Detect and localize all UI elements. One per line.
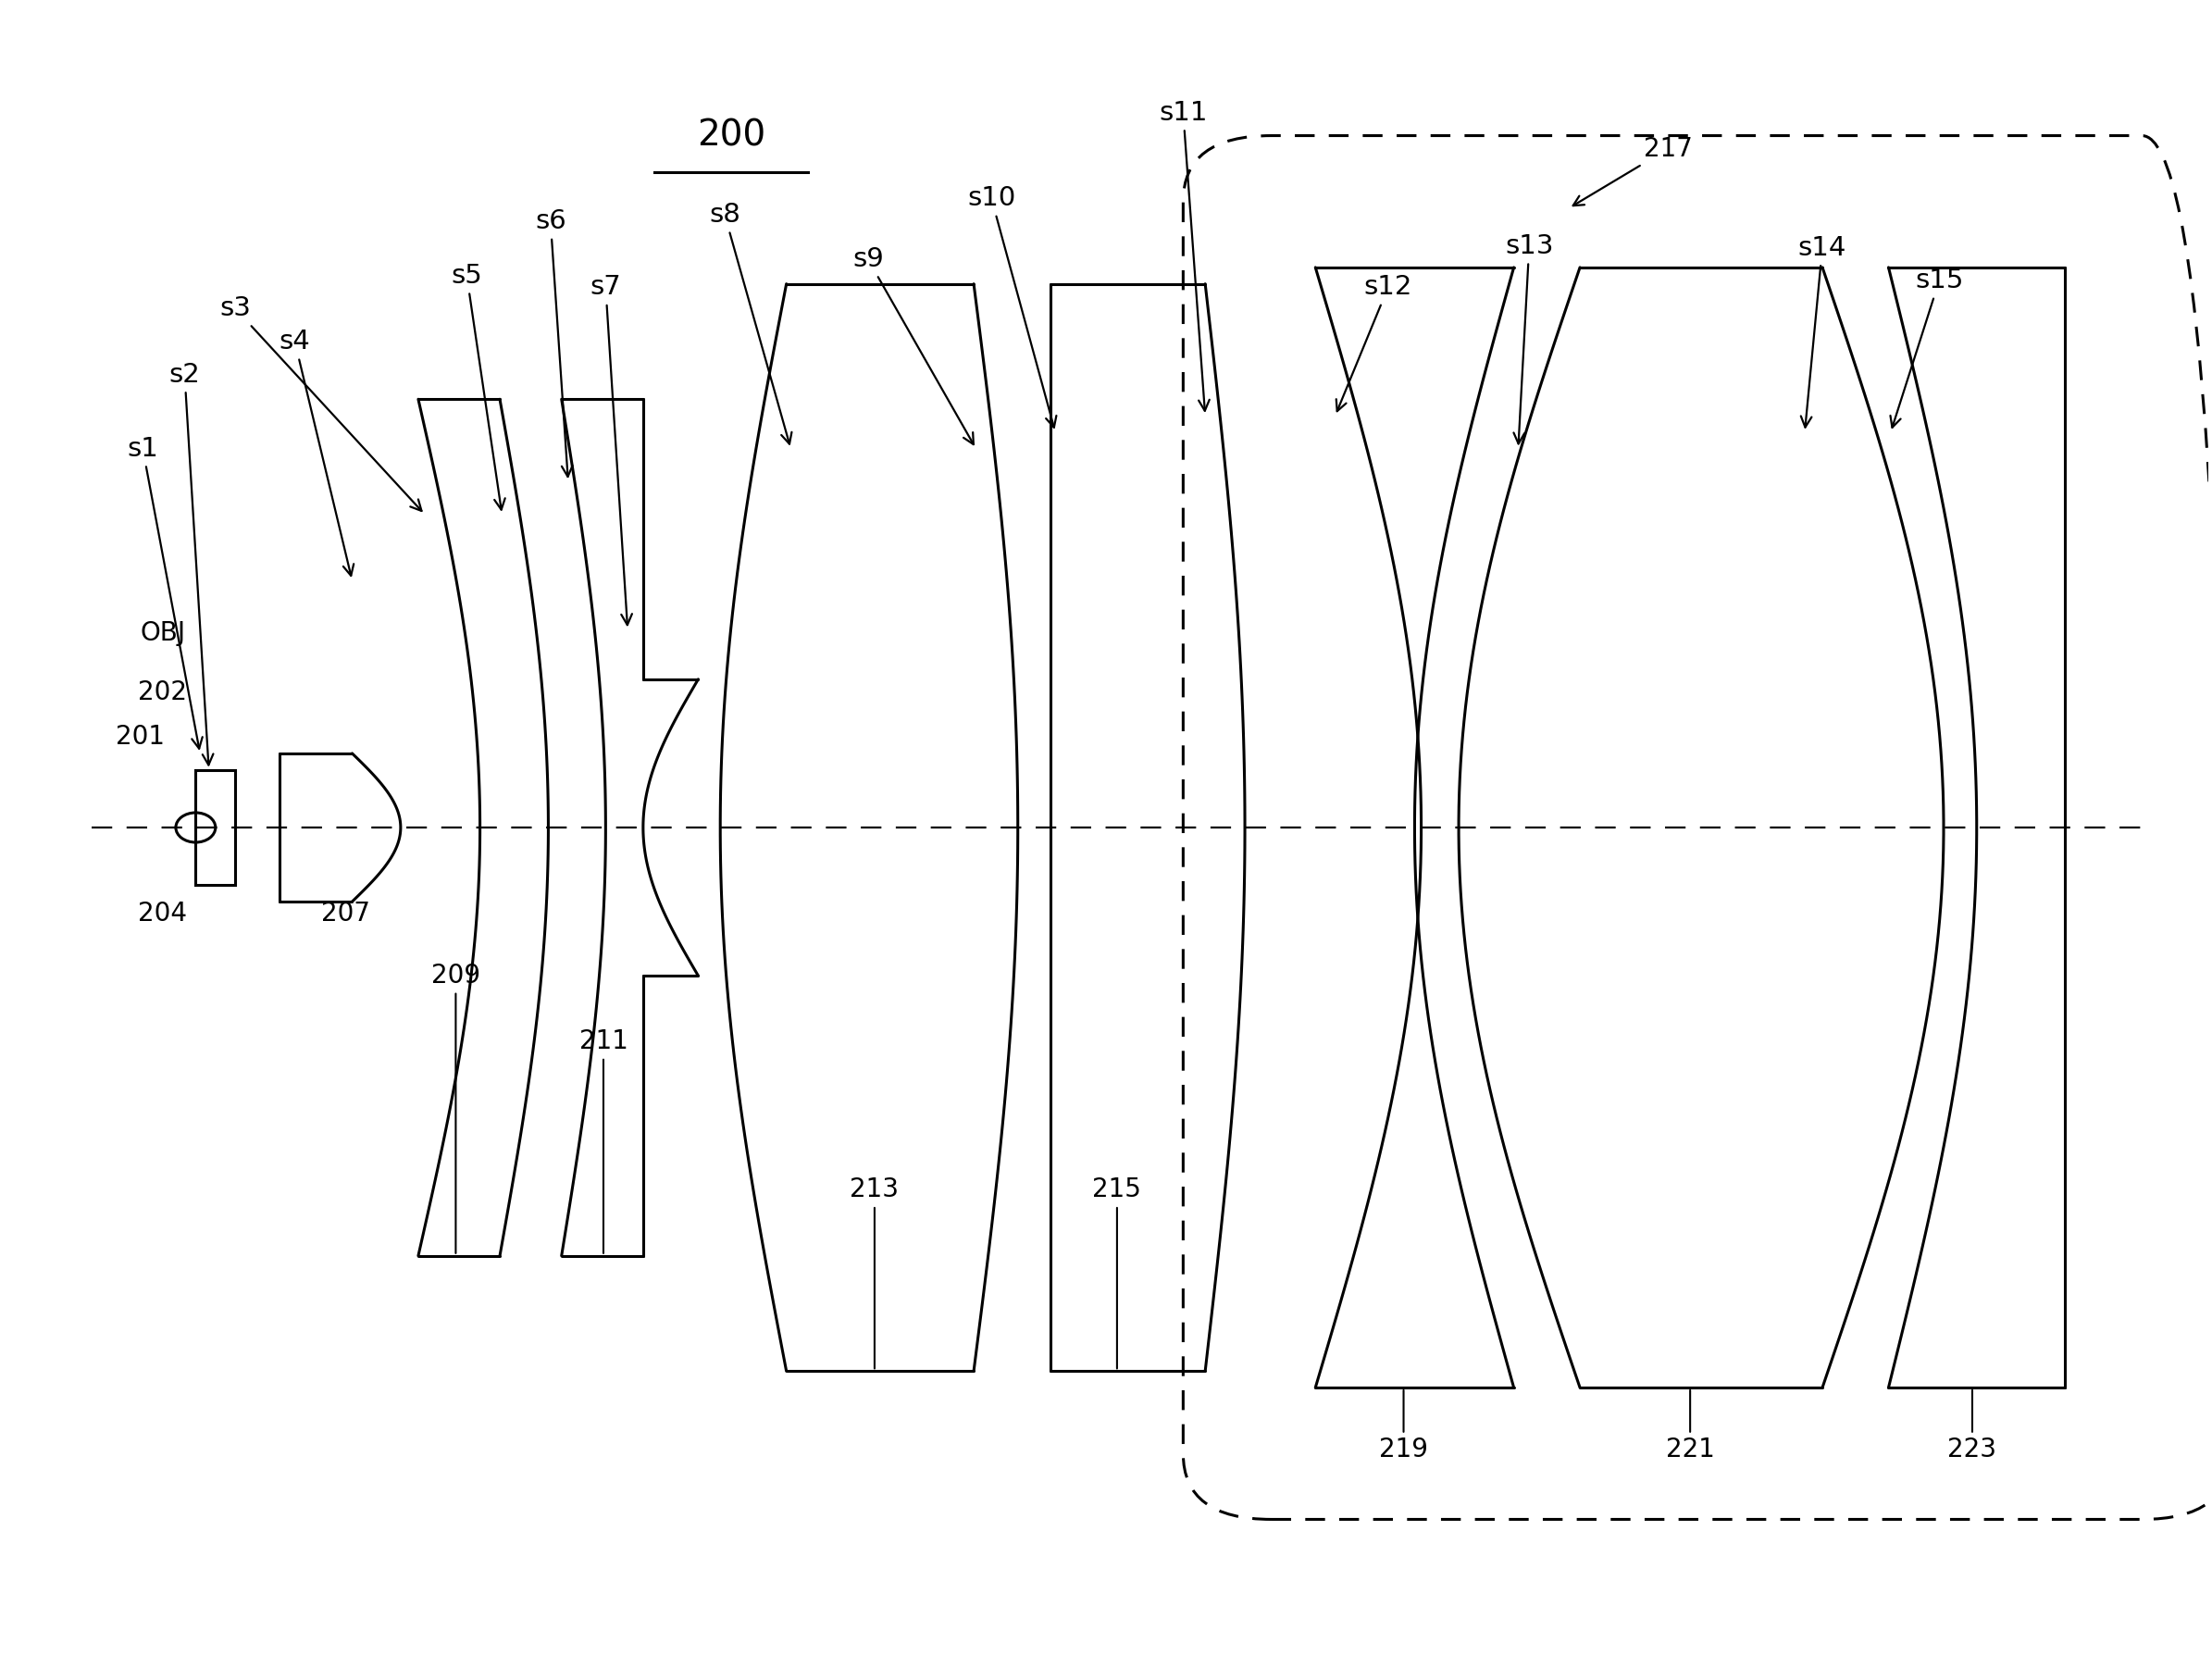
Bar bbox=[195, 770, 234, 885]
Text: s6: s6 bbox=[535, 209, 573, 477]
Text: 201: 201 bbox=[115, 723, 166, 750]
Text: s5: s5 bbox=[451, 263, 504, 510]
Text: s7: s7 bbox=[591, 275, 633, 626]
Text: s3: s3 bbox=[219, 296, 422, 511]
Text: 215: 215 bbox=[1093, 1177, 1141, 1369]
Text: s11: s11 bbox=[1159, 99, 1210, 410]
Text: OBJ: OBJ bbox=[139, 621, 186, 645]
Text: 207: 207 bbox=[321, 900, 369, 927]
Text: 221: 221 bbox=[1666, 1390, 1714, 1463]
Text: s9: s9 bbox=[852, 247, 973, 445]
Text: 200: 200 bbox=[697, 118, 765, 154]
Text: s2: s2 bbox=[168, 361, 212, 765]
Text: s1: s1 bbox=[126, 435, 204, 748]
Text: 202: 202 bbox=[137, 680, 188, 705]
Text: 213: 213 bbox=[849, 1177, 898, 1369]
Text: s8: s8 bbox=[710, 202, 792, 444]
Text: 211: 211 bbox=[580, 1028, 628, 1253]
Text: 219: 219 bbox=[1378, 1390, 1429, 1463]
Text: s14: s14 bbox=[1798, 235, 1847, 427]
Text: s13: s13 bbox=[1504, 233, 1553, 444]
Text: s4: s4 bbox=[279, 329, 354, 576]
Text: 217: 217 bbox=[1573, 136, 1692, 205]
Text: 209: 209 bbox=[431, 963, 480, 1253]
Text: s15: s15 bbox=[1891, 268, 1964, 427]
Text: s10: s10 bbox=[967, 185, 1057, 427]
Text: 204: 204 bbox=[137, 900, 188, 927]
Text: 223: 223 bbox=[1949, 1390, 1997, 1463]
Text: s12: s12 bbox=[1336, 275, 1413, 410]
